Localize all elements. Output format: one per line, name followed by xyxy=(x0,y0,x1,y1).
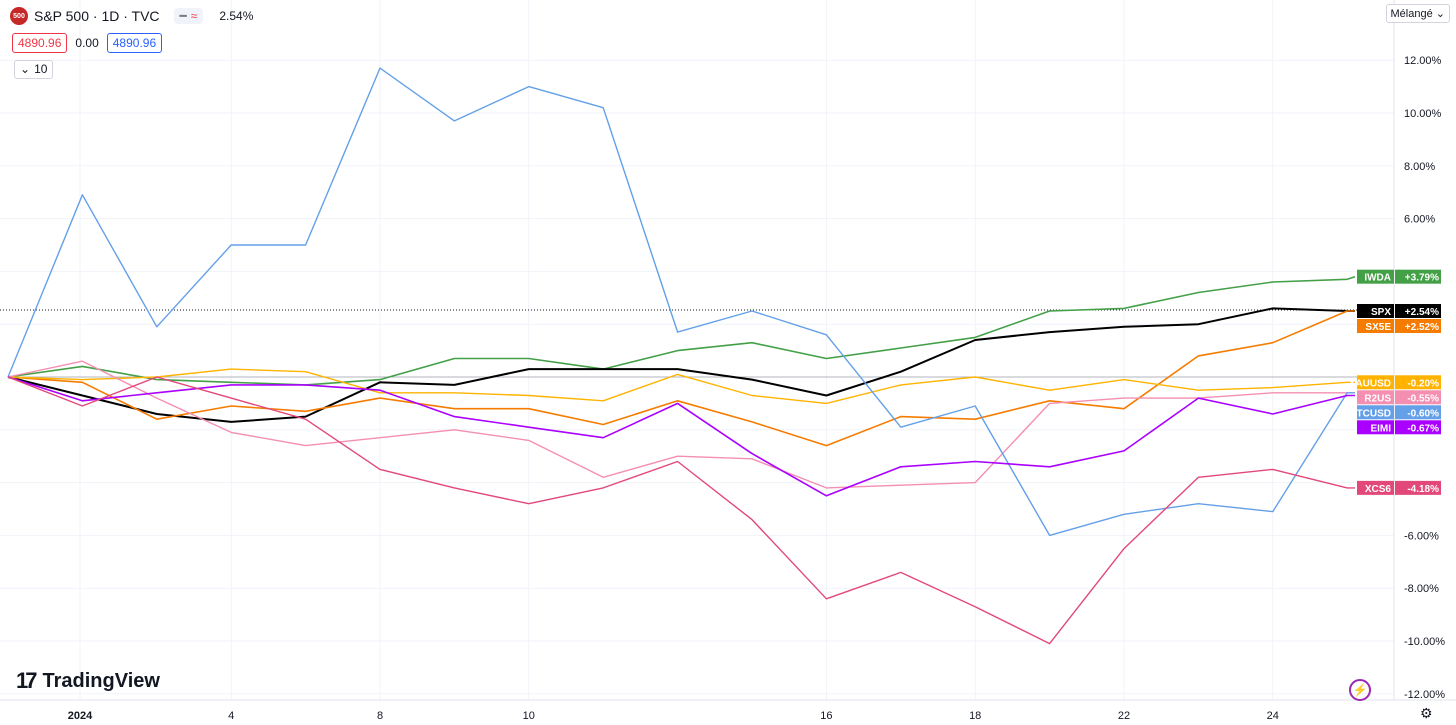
series-badges: IWDA +3.79% SPX +2.54% SX5E +2.52% XAUUSD -0.20… xyxy=(1349,269,1441,495)
scale-mode-label: Mélangé xyxy=(1390,8,1433,20)
series-line-eimi xyxy=(7,376,1355,497)
indicator-count: 10 xyxy=(34,62,48,76)
x-tick-label: 22 xyxy=(1118,710,1130,722)
badge-value-bg xyxy=(1395,390,1441,405)
badge-value-bg xyxy=(1395,480,1441,495)
line-icon: ━ xyxy=(179,9,187,23)
badge-name-bg xyxy=(1357,375,1394,390)
x-tick-label: 2024 xyxy=(68,710,93,722)
badge-xcs6: XCS6 -4.18% xyxy=(1357,480,1441,495)
scale-mode-button[interactable]: Mélangé ⌄ xyxy=(1385,4,1450,23)
badge-spx: SPX +2.54% xyxy=(1357,304,1441,318)
series-line-btcusd xyxy=(7,67,1355,537)
wave-icon: ≈ xyxy=(190,9,198,23)
tradingview-logo: 17 TradingView xyxy=(16,668,160,694)
brand-name: TradingView xyxy=(42,669,160,692)
chart-mode-toggle[interactable]: ━ ≈ xyxy=(173,8,204,24)
badge-name: SPX xyxy=(1371,307,1391,318)
badge-eimi: EIMI -0.67% xyxy=(1357,420,1441,435)
badge-name: SX5E xyxy=(1365,322,1391,333)
badge-value: +2.54% xyxy=(1405,307,1439,318)
y-tick-label: 10.00% xyxy=(1404,108,1442,120)
chevron-down-icon: ⌄ xyxy=(20,62,31,76)
badge-name: XCS6 xyxy=(1365,484,1392,495)
badge-value-bg xyxy=(1395,375,1441,390)
x-tick-label: 18 xyxy=(969,710,981,722)
x-tick-label: 16 xyxy=(820,710,832,722)
indicators-toggle[interactable]: ⌄ 10 xyxy=(14,60,54,79)
price-axis[interactable]: 12.00% 10.00% 8.00% 6.00% -6.00% -8.00% -10.00… xyxy=(1404,55,1445,701)
series-line-iwda xyxy=(7,275,1356,386)
y-tick-label: -6.00% xyxy=(1404,530,1439,542)
badge-name-bg xyxy=(1357,420,1394,435)
x-tick-label: 8 xyxy=(377,710,383,722)
badge-value-bg xyxy=(1395,420,1441,435)
badge-xauusd: XAUUSD -0.20% xyxy=(1349,375,1441,390)
x-tick-label: 4 xyxy=(228,710,234,722)
lightning-icon[interactable]: ⚡ xyxy=(1349,679,1371,701)
series-line-spx xyxy=(7,307,1355,423)
series-line-r2us xyxy=(7,360,1355,489)
series-line-xauusd xyxy=(7,368,1355,405)
badge-value: +2.52% xyxy=(1405,322,1439,333)
y-tick-label: -10.00% xyxy=(1404,636,1445,648)
y-tick-label: -8.00% xyxy=(1404,583,1439,595)
chevron-down-icon: ⌄ xyxy=(1435,8,1445,20)
badge-name-bg xyxy=(1357,269,1394,284)
badge-name-bg xyxy=(1357,405,1394,420)
badge-value: -0.67% xyxy=(1407,423,1439,434)
x-tick-label: 24 xyxy=(1267,710,1279,722)
badge-value: -0.55% xyxy=(1407,393,1439,404)
badge-value: -0.20% xyxy=(1407,378,1439,389)
spread-value: 0.00 xyxy=(75,36,99,50)
badge-value-bg xyxy=(1395,304,1441,318)
sell-price-button[interactable]: 4890.96 xyxy=(12,33,68,53)
badge-value-bg xyxy=(1395,269,1441,284)
badge-btcusd: BTCUSD -0.60% xyxy=(1349,405,1441,420)
badge-name-bg xyxy=(1357,390,1394,405)
badge-value: -0.60% xyxy=(1407,408,1439,419)
badge-name-bg xyxy=(1357,480,1394,495)
grid xyxy=(0,0,1456,701)
tradingview-logo-icon: 17 xyxy=(16,668,38,693)
y-tick-label: 6.00% xyxy=(1404,214,1435,226)
series-line-xcs6 xyxy=(7,376,1355,645)
badge-name: BTCUSD xyxy=(1349,408,1391,419)
series-lines xyxy=(7,67,1356,645)
badge-name: EIMI xyxy=(1370,423,1391,434)
badge-value-bg xyxy=(1395,319,1441,333)
badge-sx5e: SX5E +2.52% xyxy=(1357,319,1441,333)
y-tick-label: 12.00% xyxy=(1404,55,1442,67)
badge-iwda: IWDA +3.79% xyxy=(1357,269,1441,284)
symbol-title[interactable]: S&P 500 · 1D · TVC xyxy=(34,8,160,24)
badge-name-bg xyxy=(1357,319,1394,333)
gear-icon[interactable]: ⚙ xyxy=(1420,705,1433,721)
y-tick-label: -12.00% xyxy=(1404,689,1445,701)
badge-name: R2US xyxy=(1364,393,1391,404)
badge-name: XAUUSD xyxy=(1349,378,1391,389)
badge-r2us: R2US -0.55% xyxy=(1357,390,1441,405)
change-percent: 2.54% xyxy=(219,9,254,23)
series-line-sx5e xyxy=(7,310,1355,447)
buy-price-button[interactable]: 4890.96 xyxy=(106,33,163,53)
badge-value-bg xyxy=(1395,405,1441,420)
header-bar: 500 S&P 500 · 1D · TVC ━ ≈ 2.54% xyxy=(10,6,253,26)
badge-value: +3.79% xyxy=(1405,273,1439,284)
y-tick-label: 8.00% xyxy=(1404,161,1435,173)
time-axis[interactable]: 2024 4 8 10 16 18 22 24 xyxy=(68,710,1279,722)
symbol-logo: 500 xyxy=(10,7,28,25)
price-bar: 4890.96 0.00 4890.96 xyxy=(12,33,163,53)
x-tick-label: 10 xyxy=(523,710,535,722)
badge-name-bg xyxy=(1357,304,1394,318)
badge-name: IWDA xyxy=(1364,273,1391,284)
badge-value: -4.18% xyxy=(1407,484,1439,495)
